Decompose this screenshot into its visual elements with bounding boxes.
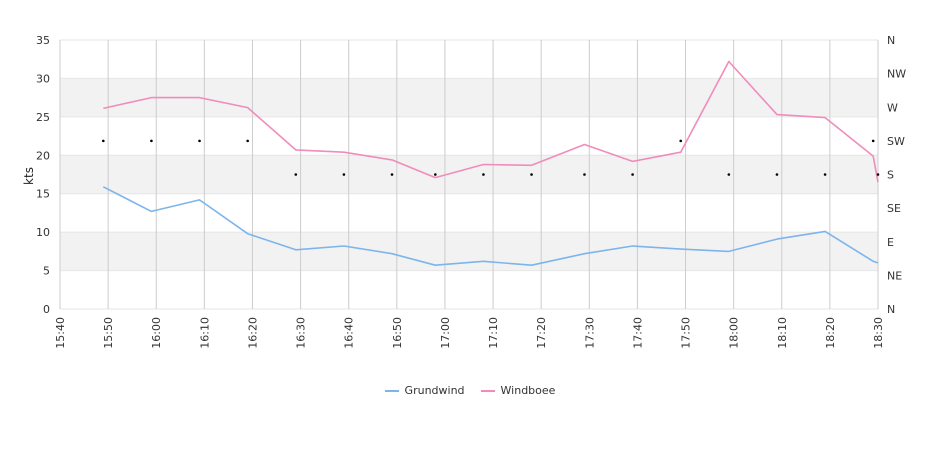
legend: Grundwind Windboee	[0, 384, 940, 397]
x-tick-label: 17:50	[680, 317, 693, 349]
series-line-windboee	[103, 60, 879, 183]
plot-bands	[60, 39, 878, 310]
y-tick-label: 10	[36, 226, 50, 239]
plot-band	[60, 232, 878, 271]
x-tick-label: 16:20	[246, 317, 259, 349]
y-tick-label: 0	[43, 303, 50, 316]
direction-point	[583, 173, 586, 176]
direction-point	[102, 139, 105, 143]
legend-swatch-grundwind	[384, 389, 399, 392]
x-tick-label: 16:50	[391, 317, 404, 349]
direction-points	[102, 139, 880, 176]
y-tick-label: 30	[36, 72, 50, 85]
x-tick-label: 17:10	[487, 317, 500, 349]
x-tick-label: 16:00	[150, 317, 163, 349]
y-tick-label: 35	[36, 34, 50, 47]
y-tick-label: 25	[36, 111, 50, 124]
x-tick-label: 17:40	[631, 317, 644, 349]
x-axis-ticks: 15:40 15:50 16:00 16:10 16:20 16:30 16:40 16:50…	[54, 317, 885, 349]
direction-point	[482, 173, 485, 176]
vertical-grid	[59, 40, 879, 309]
plot-band	[60, 270, 878, 309]
direction-axis-ticks: N NE E SE S SW W NW N	[887, 34, 906, 316]
legend-label-grundwind: Grundwind	[404, 384, 465, 397]
x-tick-label: 17:00	[439, 317, 452, 349]
y-tick-label: 20	[36, 149, 50, 162]
x-tick-label: 15:40	[54, 317, 67, 349]
x-tick-label: 18:00	[728, 317, 741, 349]
plot-band	[60, 40, 878, 79]
direction-point	[871, 139, 875, 143]
direction-point	[530, 173, 533, 176]
direction-tick-label: N	[887, 303, 895, 316]
direction-point	[434, 173, 437, 176]
plot-band	[60, 193, 878, 233]
direction-tick-label: NE	[887, 269, 902, 282]
direction-tick-label: E	[887, 236, 894, 249]
direction-point	[342, 173, 346, 176]
x-tick-label: 16:10	[198, 317, 211, 349]
x-tick-label: 16:30	[295, 317, 308, 349]
direction-point	[150, 139, 153, 143]
x-tick-label: 17:20	[535, 317, 548, 349]
direction-point	[390, 173, 394, 176]
legend-item-grundwind[interactable]: Grundwind	[384, 384, 465, 397]
direction-tick-label: S	[887, 169, 894, 182]
y-axis-title: kts	[22, 167, 36, 185]
direction-tick-label: N	[887, 34, 895, 47]
direction-point	[727, 173, 731, 176]
direction-point	[876, 173, 880, 176]
direction-point	[631, 173, 634, 176]
direction-point	[679, 139, 683, 143]
x-tick-label: 18:20	[824, 317, 837, 349]
direction-tick-label: NW	[887, 68, 906, 81]
x-tick-label: 18:30	[872, 317, 885, 349]
y-tick-label: 5	[43, 265, 50, 278]
direction-point	[775, 173, 779, 176]
series-lines	[102, 60, 879, 267]
direction-point	[823, 173, 827, 176]
x-tick-label: 17:30	[583, 317, 596, 349]
y-axis-ticks: 0 5 10 15 20 25 30 35	[36, 34, 50, 316]
plot-band	[60, 155, 878, 194]
x-tick-label: 16:40	[343, 317, 356, 349]
direction-tick-label: W	[887, 101, 898, 114]
direction-point	[198, 139, 201, 143]
direction-point	[246, 139, 249, 143]
legend-label-windboee: Windboee	[500, 384, 556, 397]
direction-point	[294, 173, 298, 176]
legend-item-windboee[interactable]: Windboee	[480, 384, 556, 397]
x-tick-label: 15:50	[102, 317, 115, 349]
direction-tick-label: SW	[887, 135, 905, 148]
series-line-grundwind	[102, 186, 879, 267]
direction-tick-label: SE	[887, 202, 901, 215]
legend-swatch-windboee	[480, 389, 495, 392]
y-tick-label: 15	[36, 188, 50, 201]
x-tick-label: 18:10	[776, 317, 789, 349]
plot-band	[60, 116, 878, 156]
